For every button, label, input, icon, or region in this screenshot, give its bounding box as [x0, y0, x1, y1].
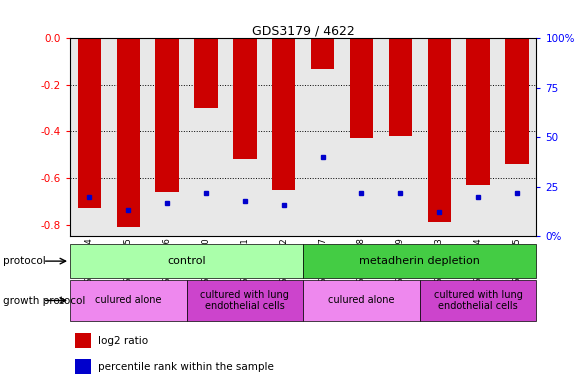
- Bar: [70, 244, 303, 278]
- Bar: [75, 333, 91, 348]
- Bar: [420, 280, 536, 321]
- Bar: [78, 38, 101, 208]
- Text: cultured with lung
endothelial cells: cultured with lung endothelial cells: [201, 290, 289, 311]
- Text: control: control: [167, 256, 206, 266]
- Bar: [75, 359, 91, 374]
- Bar: [156, 38, 179, 192]
- Bar: [194, 38, 217, 108]
- Text: protocol: protocol: [3, 256, 45, 266]
- Bar: [303, 244, 536, 278]
- Bar: [311, 38, 334, 69]
- Bar: [389, 38, 412, 136]
- Bar: [70, 280, 187, 321]
- Bar: [350, 38, 373, 139]
- Title: GDS3179 / 4622: GDS3179 / 4622: [252, 24, 354, 37]
- Text: log2 ratio: log2 ratio: [98, 336, 148, 346]
- Text: growth protocol: growth protocol: [3, 296, 85, 306]
- Text: culured alone: culured alone: [328, 295, 395, 306]
- Bar: [427, 38, 451, 222]
- Bar: [466, 38, 490, 185]
- Bar: [303, 280, 420, 321]
- Text: percentile rank within the sample: percentile rank within the sample: [98, 362, 274, 372]
- Text: metadherin depletion: metadherin depletion: [359, 256, 480, 266]
- Bar: [233, 38, 257, 159]
- Bar: [187, 280, 303, 321]
- Bar: [117, 38, 140, 227]
- Bar: [272, 38, 296, 190]
- Bar: [505, 38, 529, 164]
- Text: cultured with lung
endothelial cells: cultured with lung endothelial cells: [434, 290, 522, 311]
- Text: culured alone: culured alone: [95, 295, 161, 306]
